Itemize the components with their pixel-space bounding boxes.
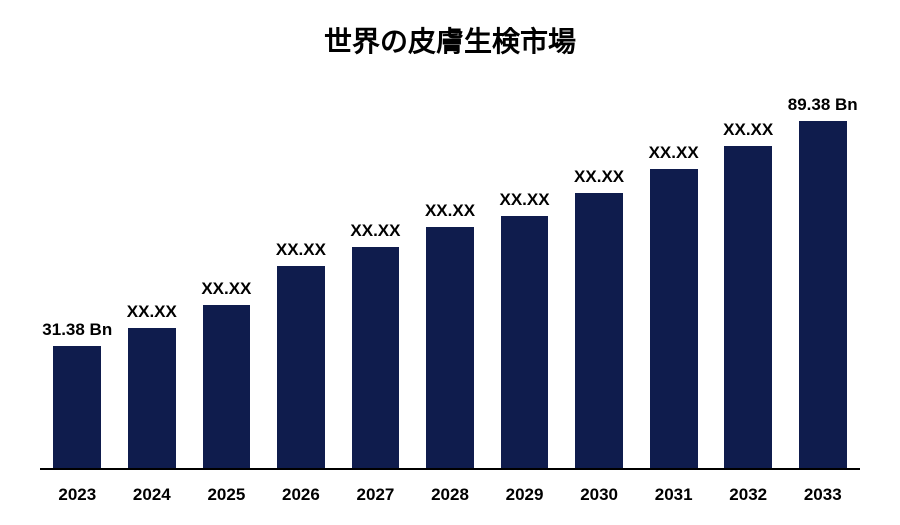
x-tick-label: 2033 [785,485,860,505]
bar-slot: XX.XX [264,80,339,468]
bar [352,247,400,468]
bar-value-label: 31.38 Bn [42,320,112,340]
bar-slot: 31.38 Bn [40,80,115,468]
bar [203,305,251,468]
bar-slot: XX.XX [115,80,190,468]
bar [501,216,549,468]
bar-value-label: XX.XX [127,302,177,322]
bar-value-label: XX.XX [574,167,624,187]
bar-value-label: XX.XX [649,143,699,163]
bar-slot: 89.38 Bn [785,80,860,468]
bar [799,121,847,468]
x-tick-label: 2030 [562,485,637,505]
bar-value-label: XX.XX [723,120,773,140]
x-axis: 2023202420252026202720282029203020312032… [40,485,860,505]
bar-slot: XX.XX [636,80,711,468]
x-tick-label: 2025 [189,485,264,505]
x-tick-label: 2027 [338,485,413,505]
x-tick-label: 2029 [487,485,562,505]
bar-value-label: XX.XX [425,201,475,221]
bar [277,266,325,468]
bar [426,227,474,468]
bar-value-label: 89.38 Bn [788,95,858,115]
chart-title: 世界の皮膚生検市場 [0,0,900,60]
x-tick-label: 2028 [413,485,488,505]
bar-slot: XX.XX [487,80,562,468]
bar [724,146,772,468]
bar-slot: XX.XX [413,80,488,468]
bar-value-label: XX.XX [350,221,400,241]
x-tick-label: 2026 [264,485,339,505]
bar-slot: XX.XX [189,80,264,468]
x-tick-label: 2032 [711,485,786,505]
x-tick-label: 2024 [115,485,190,505]
bar [53,346,101,468]
bar [650,169,698,468]
chart-plot-area: 31.38 Bn XX.XX XX.XX XX.XX XX.XX XX.XX XX.XX XX… [40,80,860,470]
x-tick-label: 2031 [636,485,711,505]
bar-slot: XX.XX [338,80,413,468]
x-tick-label: 2023 [40,485,115,505]
bar-slot: XX.XX [711,80,786,468]
bar-slot: XX.XX [562,80,637,468]
bars-container: 31.38 Bn XX.XX XX.XX XX.XX XX.XX XX.XX XX.XX XX… [40,80,860,468]
bar [575,193,623,468]
bar-value-label: XX.XX [276,240,326,260]
bar [128,328,176,468]
bar-value-label: XX.XX [201,279,251,299]
bar-value-label: XX.XX [500,190,550,210]
